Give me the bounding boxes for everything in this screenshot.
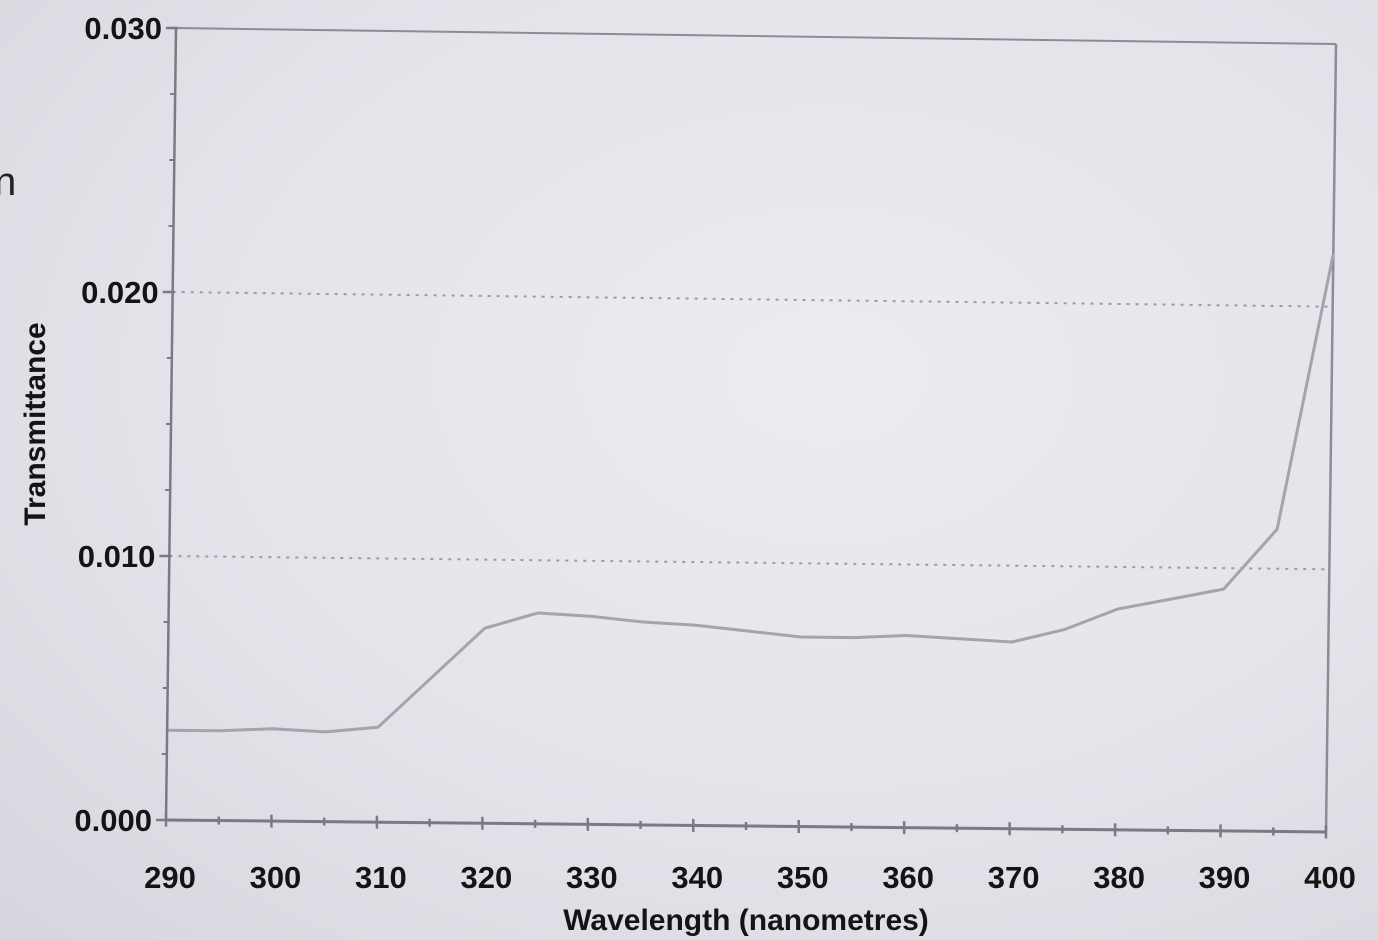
x-tick-label: 290 (144, 860, 196, 895)
transmittance-series-line (167, 253, 1335, 734)
x-tick-label: 340 (671, 860, 723, 895)
x-tick-label: 330 (566, 860, 618, 895)
frame-top (175, 27, 1337, 45)
x-tick-label: 320 (460, 860, 512, 895)
series-layer (167, 253, 1335, 734)
x-axis-title: Wavelength (nanometres) (563, 904, 929, 937)
gridline-1 (169, 555, 1330, 571)
frame-right (1324, 43, 1338, 833)
x-tick-label: 310 (355, 860, 407, 895)
y-tick-label: 0.020 (81, 275, 159, 310)
y-tick-label: 0.030 (84, 11, 162, 46)
x-tick-label: 390 (1199, 860, 1251, 895)
gridline-2 (172, 291, 1333, 308)
plot-frame (175, 27, 1338, 833)
y-tick-label: 0.000 (74, 803, 152, 838)
cropped-text-fragment: n (0, 160, 17, 204)
x-tick-label: 400 (1304, 860, 1356, 895)
x-tick-label: 380 (1093, 860, 1145, 895)
y-axis: 0.000 0.010 0.020 0.030 (74, 11, 178, 838)
x-tick-label: 370 (988, 860, 1040, 895)
x-axis: 290 300 310 320 330 340 350 360 370 380 390 400 (144, 813, 1356, 895)
x-tick-label: 360 (882, 860, 934, 895)
y-tick-label: 0.010 (78, 539, 156, 574)
x-tick-label: 300 (250, 860, 302, 895)
y-axis-title: Transmittance (19, 322, 52, 525)
x-tick-label: 350 (777, 860, 829, 895)
gridlines (169, 291, 1333, 571)
